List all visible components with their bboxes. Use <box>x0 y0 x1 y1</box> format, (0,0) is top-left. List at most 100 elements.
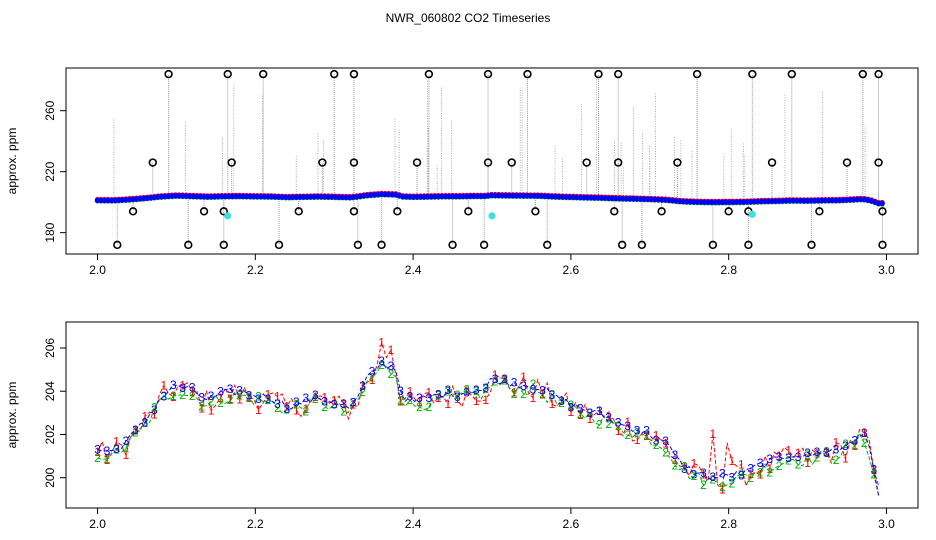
series-1-glyph: 1 <box>501 372 508 386</box>
series-1-glyph: 1 <box>198 401 205 415</box>
series-2-glyph: 2 <box>246 390 253 404</box>
series-2-glyph: 2 <box>766 466 773 480</box>
series-1-glyph: 1 <box>94 445 101 459</box>
series-2-glyph: 2 <box>369 370 376 384</box>
series-2-glyph: 2 <box>321 400 328 414</box>
outlier-point <box>594 69 603 79</box>
series-2-glyph: 2 <box>700 478 707 492</box>
outlier-point <box>724 207 733 216</box>
outlier-point <box>523 69 532 79</box>
series-1-glyph: 1 <box>795 446 802 460</box>
series-1-glyph: 1 <box>151 408 158 422</box>
outlier-point <box>483 158 493 167</box>
series-1-glyph: 1 <box>520 370 527 384</box>
series-2-glyph: 2 <box>302 404 309 418</box>
y-tick-label: 204 <box>43 381 57 401</box>
series-3-glyph: 3 <box>369 364 376 378</box>
series-1-glyph: 1 <box>757 468 764 482</box>
outlier-point <box>878 240 887 250</box>
outlier-point <box>858 69 867 79</box>
outlier-point <box>412 158 422 167</box>
series-2-glyph: 2 <box>501 374 508 388</box>
series-2-glyph: 2 <box>416 400 423 414</box>
series-1-glyph: 1 <box>586 412 593 426</box>
outlier-point <box>148 158 157 167</box>
series-3-glyph: 3 <box>511 376 518 390</box>
series-3-glyph: 3 <box>189 381 196 395</box>
outlier-point <box>349 158 359 167</box>
series-3-glyph: 3 <box>227 382 234 396</box>
outlier-point <box>673 158 682 167</box>
series-1-glyph: 1 <box>388 343 395 357</box>
top-plot-frame <box>65 67 919 255</box>
series-2-glyph: 2 <box>132 426 139 440</box>
bottom-x-axis: 2.0 2.2 2.4 2.6 2.8 3.0 <box>89 508 895 531</box>
series-3-glyph: 3 <box>321 395 328 409</box>
series-2-glyph: 2 <box>312 392 319 406</box>
series-2-glyph: 2 <box>558 396 565 410</box>
outlier-point <box>294 207 303 216</box>
series-1-glyph: 1 <box>444 397 451 411</box>
series-2-glyph: 2 <box>530 377 537 391</box>
top-panel: 2.0 2.2 2.4 2.6 2.8 3.0 180 220 260 approx. ppm <box>5 67 919 277</box>
series-2-glyph: 2 <box>833 453 840 467</box>
top-x-axis: 2.0 2.2 2.4 2.6 2.8 3.0 <box>89 254 895 277</box>
series-3-glyph: 3 <box>359 379 366 393</box>
series-1-glyph: 1 <box>539 388 546 402</box>
cyan-point <box>488 212 496 220</box>
series-1-glyph: 1 <box>246 391 253 405</box>
series-1-glyph: 1 <box>738 458 745 472</box>
series-3-glyph: 3 <box>179 381 186 395</box>
series-1-glyph: 1 <box>236 393 243 407</box>
x-tick-label: 2.0 <box>89 517 106 531</box>
outlier-point <box>708 240 718 250</box>
series-2-glyph: 2 <box>407 393 414 407</box>
series-2-glyph: 2 <box>340 404 347 418</box>
series-1-glyph: 1 <box>350 398 357 412</box>
series-3-glyph: 3 <box>444 383 451 397</box>
series-3-glyph: 3 <box>710 470 717 484</box>
series-3-glyph: 3 <box>861 426 868 440</box>
series-2-glyph: 2 <box>757 466 764 480</box>
series-1-glyph: 1 <box>170 390 177 404</box>
series-1-glyph: 1 <box>473 394 480 408</box>
series-3-glyph: 3 <box>814 445 821 459</box>
series-3-glyph: 3 <box>302 391 309 405</box>
series-3-glyph: 3 <box>823 446 830 460</box>
series-1-glyph: 1 <box>482 393 489 407</box>
series-3-glyph: 3 <box>482 381 489 395</box>
series-3-glyph: 3 <box>520 379 527 393</box>
series-2-glyph: 2 <box>227 393 234 407</box>
series-1-glyph: 1 <box>416 395 423 409</box>
series-3-glyph: 3 <box>132 423 139 437</box>
series-3-glyph: 3 <box>151 403 158 417</box>
series-3-glyph: 3 <box>208 389 215 403</box>
y-tick-label: 180 <box>43 222 57 242</box>
series-2-glyph: 2 <box>284 403 291 417</box>
series-1-glyph: 1 <box>842 452 849 466</box>
series-3-glyph: 3 <box>605 411 612 425</box>
series-1-glyph: 1 <box>681 459 688 473</box>
series-1-glyph: 1 <box>747 467 754 481</box>
cyan-point <box>224 212 232 220</box>
series-2-glyph: 2 <box>388 367 395 381</box>
series-2-glyph: 2 <box>852 438 859 452</box>
series-1-glyph: 1 <box>596 404 603 418</box>
series-2-glyph: 2 <box>672 459 679 473</box>
series-2-glyph: 2 <box>151 400 158 414</box>
series-2-glyph: 2 <box>473 384 480 398</box>
series-3-glyph: 3 <box>416 391 423 405</box>
outlier-point <box>744 240 753 250</box>
outlier-point <box>164 69 173 79</box>
outlier-point <box>807 240 816 250</box>
outlier-point <box>842 158 852 167</box>
series-1-glyph: 1 <box>785 444 792 458</box>
outlier-point <box>614 69 623 79</box>
outlier-point <box>657 207 666 216</box>
series-2-glyph: 2 <box>823 445 830 459</box>
series-1-glyph: 1 <box>274 389 281 403</box>
series-2-glyph: 2 <box>643 428 650 442</box>
series-3-glyph: 3 <box>454 390 461 404</box>
x-tick-label: 2.2 <box>247 263 264 277</box>
